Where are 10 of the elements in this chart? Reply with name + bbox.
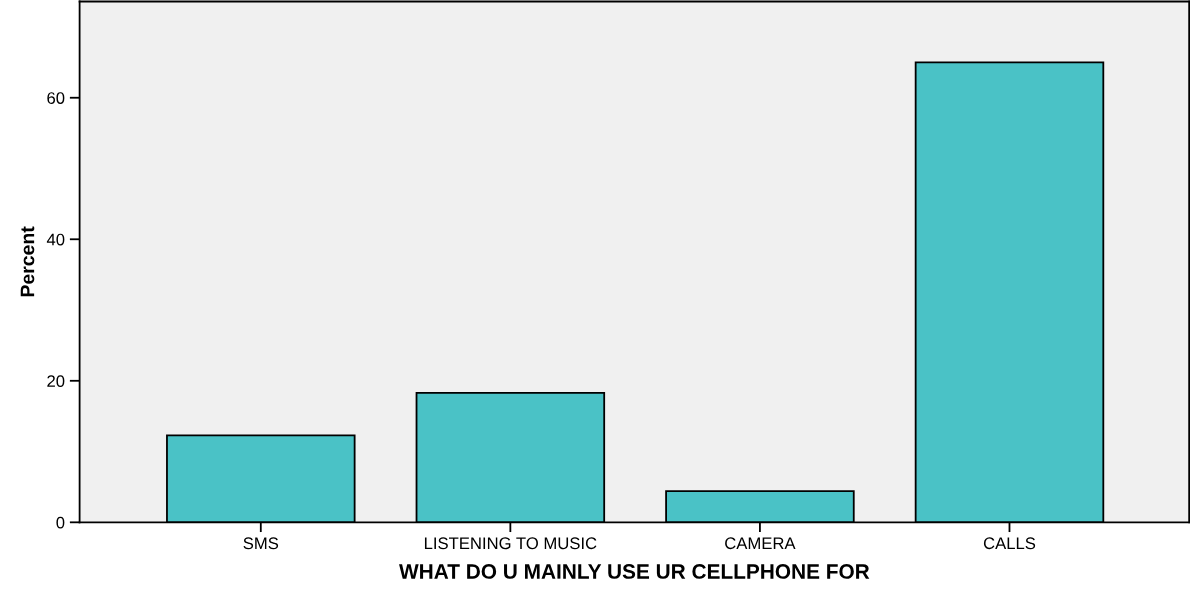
x-tick-label: LISTENING TO MUSIC xyxy=(424,537,597,550)
y-tick-label: 0 xyxy=(56,516,65,529)
y-axis-title: Percent xyxy=(20,226,35,297)
y-tick-label: 40 xyxy=(46,233,65,246)
x-axis-title: WHAT DO U MAINLY USE UR CELLPHONE FOR xyxy=(399,564,870,579)
y-tick-label: 20 xyxy=(47,375,65,387)
x-tick-label: CAMERA xyxy=(725,537,796,550)
x-tick-label: CALLS xyxy=(983,537,1036,550)
y-tick-label: 60 xyxy=(47,92,65,104)
x-tick-label: SMS xyxy=(243,537,279,550)
